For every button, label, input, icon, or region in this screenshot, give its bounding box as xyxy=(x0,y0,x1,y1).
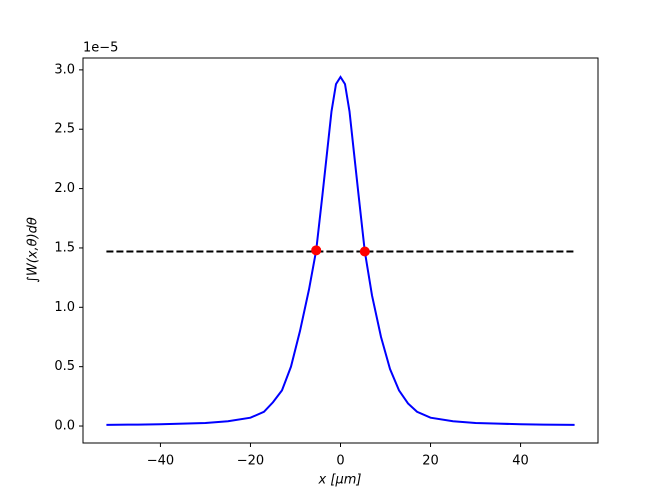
x-tick-label: 40 xyxy=(512,454,529,469)
y-tick-label: 0.5 xyxy=(54,359,75,374)
y-axis-label: ∫W(x,θ)dθ xyxy=(26,217,41,283)
y-tick-label: 2.0 xyxy=(54,181,75,196)
data-line xyxy=(106,75,575,426)
y-tick-label: 3.0 xyxy=(54,62,75,77)
y-offset-label: 1e−5 xyxy=(83,41,118,56)
data-point xyxy=(311,245,322,256)
x-axis-label: x [μm] xyxy=(318,473,362,488)
plot-frame xyxy=(82,57,599,444)
y-tick-label: 1.0 xyxy=(54,300,75,315)
data-point xyxy=(359,246,370,257)
y-tick-label: 2.5 xyxy=(54,122,75,137)
x-tick-label: −40 xyxy=(147,454,174,469)
x-tick-label: 0 xyxy=(336,454,344,469)
x-tick-label: 20 xyxy=(422,454,439,469)
y-tick-label: 0.0 xyxy=(54,419,75,434)
y-tick-label: 1.5 xyxy=(54,240,75,255)
x-tick-label: −20 xyxy=(237,454,264,469)
